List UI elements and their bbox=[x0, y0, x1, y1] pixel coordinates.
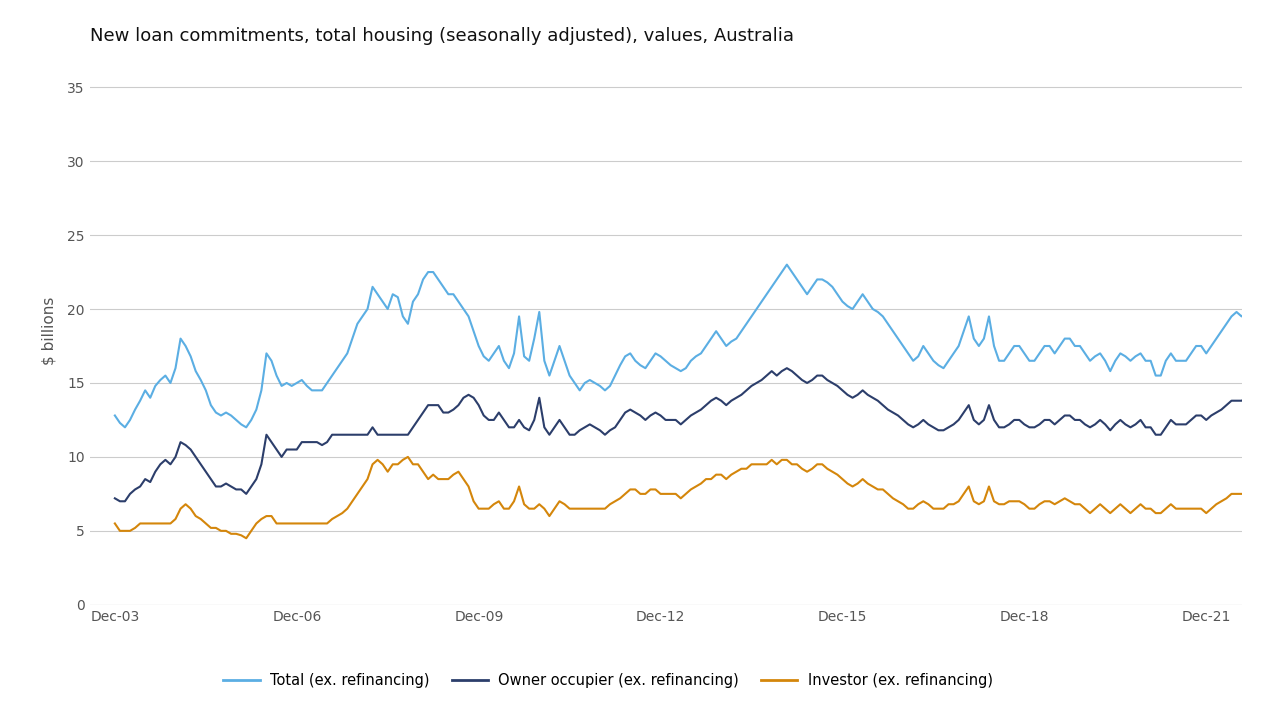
Total (ex. refinancing) bbox=[233, 420, 248, 428]
Investor (ex. refinancing) bbox=[228, 529, 243, 538]
Total (ex. refinancing) bbox=[118, 423, 133, 432]
Total (ex. refinancing) bbox=[598, 386, 613, 395]
Investor (ex. refinancing) bbox=[941, 500, 956, 508]
Total (ex. refinancing) bbox=[1047, 349, 1062, 358]
Investor (ex. refinancing) bbox=[678, 490, 694, 498]
Text: New loan commitments, total housing (seasonally adjusted), values, Australia: New loan commitments, total housing (sea… bbox=[90, 27, 794, 45]
Owner occupier (ex. refinancing) bbox=[113, 497, 128, 505]
Investor (ex. refinancing) bbox=[598, 504, 613, 513]
Owner occupier (ex. refinancing) bbox=[1143, 423, 1158, 432]
Total (ex. refinancing) bbox=[941, 356, 956, 365]
Owner occupier (ex. refinancing) bbox=[598, 431, 613, 439]
Legend: Total (ex. refinancing), Owner occupier (ex. refinancing), Investor (ex. refinan: Total (ex. refinancing), Owner occupier … bbox=[218, 667, 998, 693]
Total (ex. refinancing) bbox=[108, 411, 123, 420]
Total (ex. refinancing) bbox=[678, 364, 694, 372]
Line: Total (ex. refinancing): Total (ex. refinancing) bbox=[115, 117, 1280, 428]
Investor (ex. refinancing) bbox=[1047, 500, 1062, 508]
Owner occupier (ex. refinancing) bbox=[678, 415, 694, 424]
Investor (ex. refinancing) bbox=[238, 534, 253, 543]
Owner occupier (ex. refinancing) bbox=[941, 423, 956, 432]
Owner occupier (ex. refinancing) bbox=[233, 485, 248, 494]
Investor (ex. refinancing) bbox=[1143, 504, 1158, 513]
Owner occupier (ex. refinancing) bbox=[108, 494, 123, 503]
Investor (ex. refinancing) bbox=[108, 519, 123, 528]
Line: Investor (ex. refinancing): Investor (ex. refinancing) bbox=[115, 449, 1280, 539]
Owner occupier (ex. refinancing) bbox=[1047, 420, 1062, 428]
Total (ex. refinancing) bbox=[1143, 356, 1158, 365]
Line: Owner occupier (ex. refinancing): Owner occupier (ex. refinancing) bbox=[115, 250, 1280, 501]
Y-axis label: $ billions: $ billions bbox=[41, 297, 56, 365]
